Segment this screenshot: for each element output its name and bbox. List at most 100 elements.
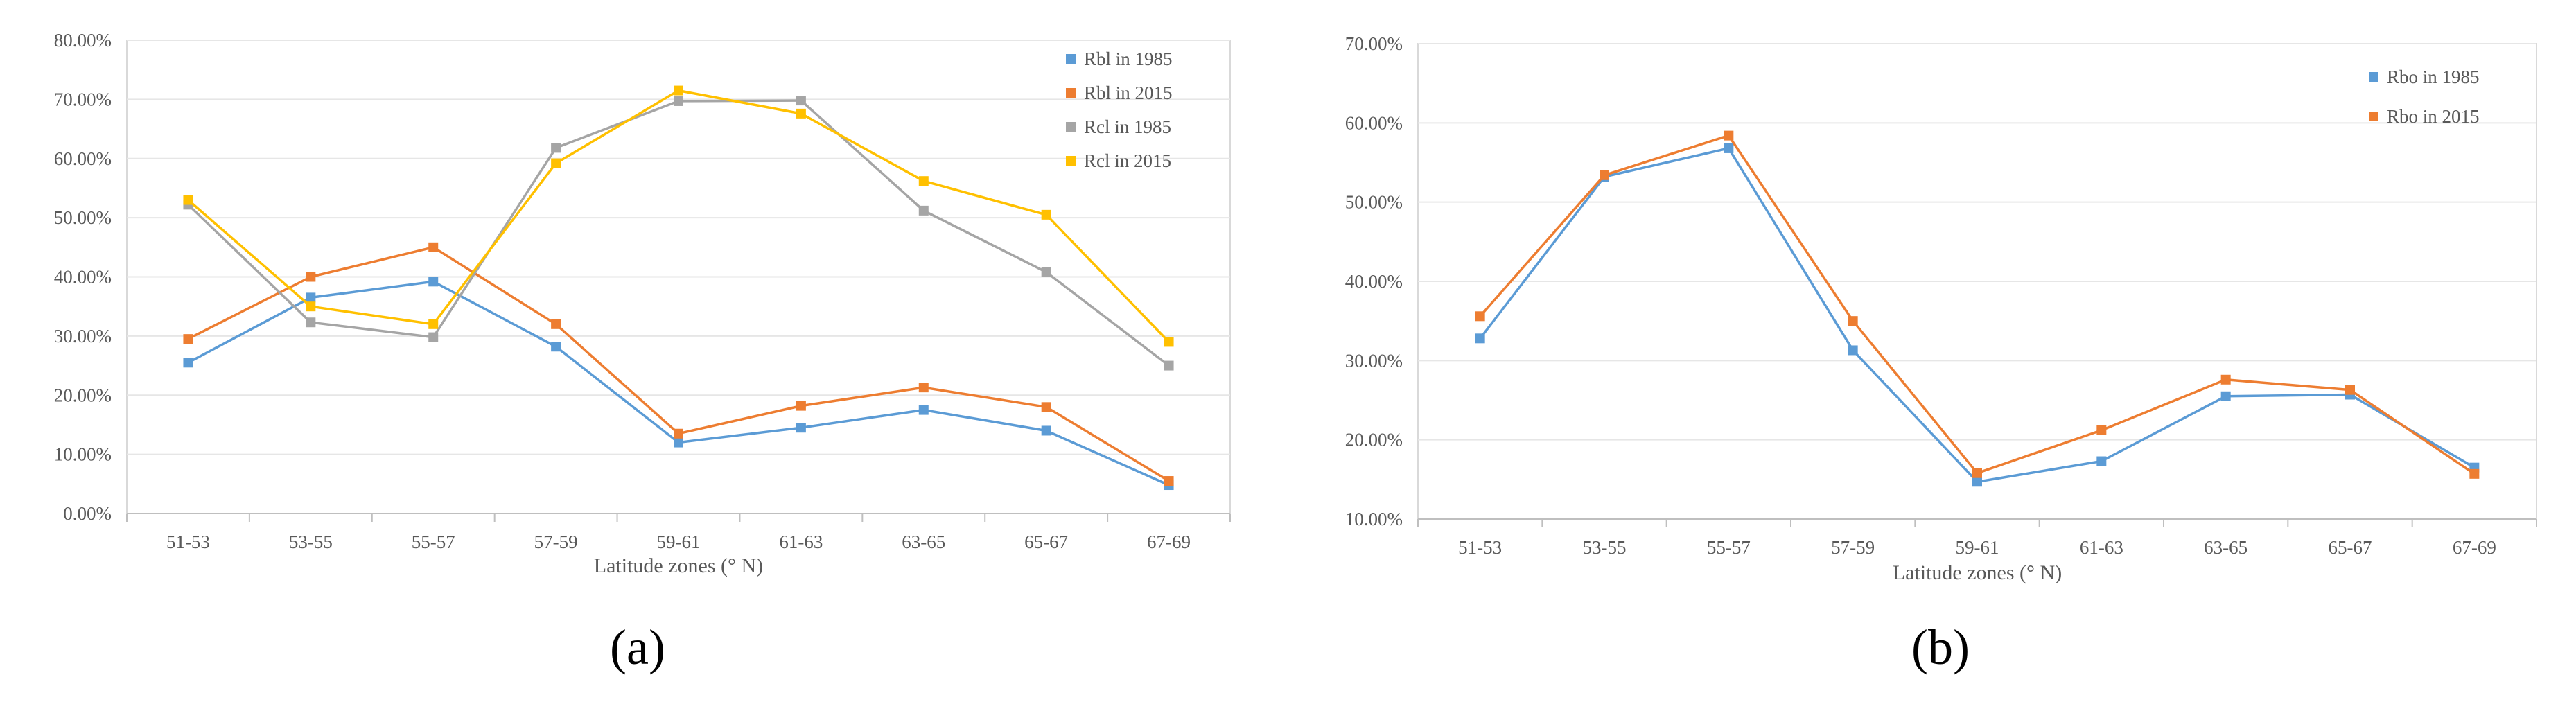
x-tick-label: 53-55 (289, 532, 333, 552)
legend-entry: Rcl in 1985 (1084, 116, 1171, 137)
x-tick-label: 51-53 (1458, 537, 1502, 558)
y-tick-label: 70.00% (1345, 33, 1403, 54)
data-point (306, 317, 316, 328)
series-line (187, 99, 1170, 367)
data-point (428, 319, 439, 329)
legend-entry: Rcl in 2015 (1084, 150, 1171, 171)
data-point (918, 405, 929, 415)
x-axis-title: Latitude zones (° N) (594, 554, 763, 577)
data-point (1041, 402, 1051, 412)
legend-entry: Rbl in 1985 (1084, 49, 1173, 69)
series-line (1479, 147, 2476, 484)
y-tick-label: 50.00% (1345, 192, 1403, 213)
y-tick-label: 20.00% (54, 385, 112, 405)
x-tick-label: 67-69 (2453, 537, 2496, 558)
data-point (2220, 391, 2231, 401)
y-tick-label: 70.00% (54, 89, 112, 109)
x-tick-label: 51-53 (166, 532, 210, 552)
panel-label-a: (a) (610, 620, 665, 675)
data-point (551, 319, 561, 329)
legend-marker (2369, 72, 2378, 82)
series-line (1479, 134, 2476, 475)
y-tick-label: 50.00% (54, 207, 112, 228)
x-tick-label: 67-69 (1147, 532, 1191, 552)
data-point (2220, 374, 2231, 385)
data-point (1164, 337, 1174, 347)
data-point (183, 195, 193, 205)
legend-marker (1066, 88, 1076, 98)
x-tick-label: 63-65 (902, 532, 945, 552)
data-point (306, 272, 316, 282)
data-point (674, 96, 683, 106)
data-point (674, 428, 683, 439)
data-point (1600, 170, 1609, 180)
y-tick-label: 60.00% (1345, 112, 1403, 133)
data-point (674, 85, 683, 96)
y-tick-label: 40.00% (54, 267, 112, 288)
data-point (796, 108, 806, 119)
data-point (2345, 385, 2355, 395)
data-point (1041, 425, 1051, 436)
y-tick-label: 30.00% (1345, 350, 1403, 371)
data-point (1848, 316, 1858, 326)
data-point (918, 205, 929, 216)
data-point (551, 143, 561, 153)
data-point (306, 301, 316, 312)
data-point (1475, 333, 1485, 344)
x-axis-title: Latitude zones (° N) (1893, 561, 2062, 584)
y-tick-label: 80.00% (54, 30, 112, 51)
x-tick-label: 61-63 (2080, 537, 2123, 558)
x-tick-label: 57-59 (1831, 537, 1875, 558)
data-point (428, 242, 439, 252)
x-tick-label: 57-59 (534, 532, 578, 552)
y-tick-label: 40.00% (1345, 271, 1403, 292)
x-tick-label: 63-65 (2204, 537, 2248, 558)
x-tick-label: 53-55 (1583, 537, 1627, 558)
legend-marker (1066, 54, 1076, 64)
data-point (796, 401, 806, 411)
x-tick-label: 61-63 (779, 532, 823, 552)
y-tick-label: 0.00% (63, 503, 112, 524)
data-point (306, 292, 316, 303)
x-tick-label: 65-67 (2329, 537, 2372, 558)
data-point (551, 158, 561, 168)
data-point (2096, 425, 2107, 435)
data-point (551, 342, 561, 352)
data-point (918, 176, 929, 186)
data-point (428, 276, 439, 287)
data-point (918, 383, 929, 393)
y-tick-label: 60.00% (54, 148, 112, 169)
x-tick-label: 55-57 (1707, 537, 1751, 558)
data-point (1475, 311, 1485, 322)
legend-marker (2369, 112, 2378, 121)
x-tick-label: 59-61 (1956, 537, 1999, 558)
data-point (183, 334, 193, 344)
chart-panel-a: 0.00% 10.00% 20.00% 30.00% 40.00% 50.00% 60.00… (54, 30, 1231, 577)
series-line (187, 89, 1170, 343)
data-point (796, 96, 806, 106)
data-point (674, 437, 683, 448)
y-tick-label: 10.00% (54, 444, 112, 465)
panel-label-b: (b) (1911, 620, 1970, 675)
data-point (1164, 476, 1174, 486)
y-tick-label: 20.00% (1345, 430, 1403, 450)
legend-entry: Rbo in 1985 (2387, 67, 2480, 87)
x-tick-label: 65-67 (1024, 532, 1068, 552)
data-point (183, 358, 193, 368)
data-point (1164, 360, 1174, 371)
y-tick-label: 30.00% (54, 326, 112, 346)
data-point (1972, 477, 1982, 487)
data-point (1848, 345, 1858, 356)
chart-panel-b: 10.00% 20.00% 30.00% 40.00% 50.00% 60.00% 70.0… (1345, 33, 2537, 584)
data-point (2096, 456, 2107, 466)
data-point (428, 332, 439, 342)
data-point (2469, 468, 2480, 479)
legend-entry: Rbl in 2015 (1084, 82, 1173, 103)
data-point (1972, 468, 1982, 478)
x-tick-label: 59-61 (657, 532, 701, 552)
data-point (796, 423, 806, 433)
data-point (1041, 209, 1051, 220)
y-tick-label: 10.00% (1345, 509, 1403, 529)
x-tick-label: 55-57 (412, 532, 455, 552)
legend-entry: Rbo in 2015 (2387, 106, 2480, 127)
